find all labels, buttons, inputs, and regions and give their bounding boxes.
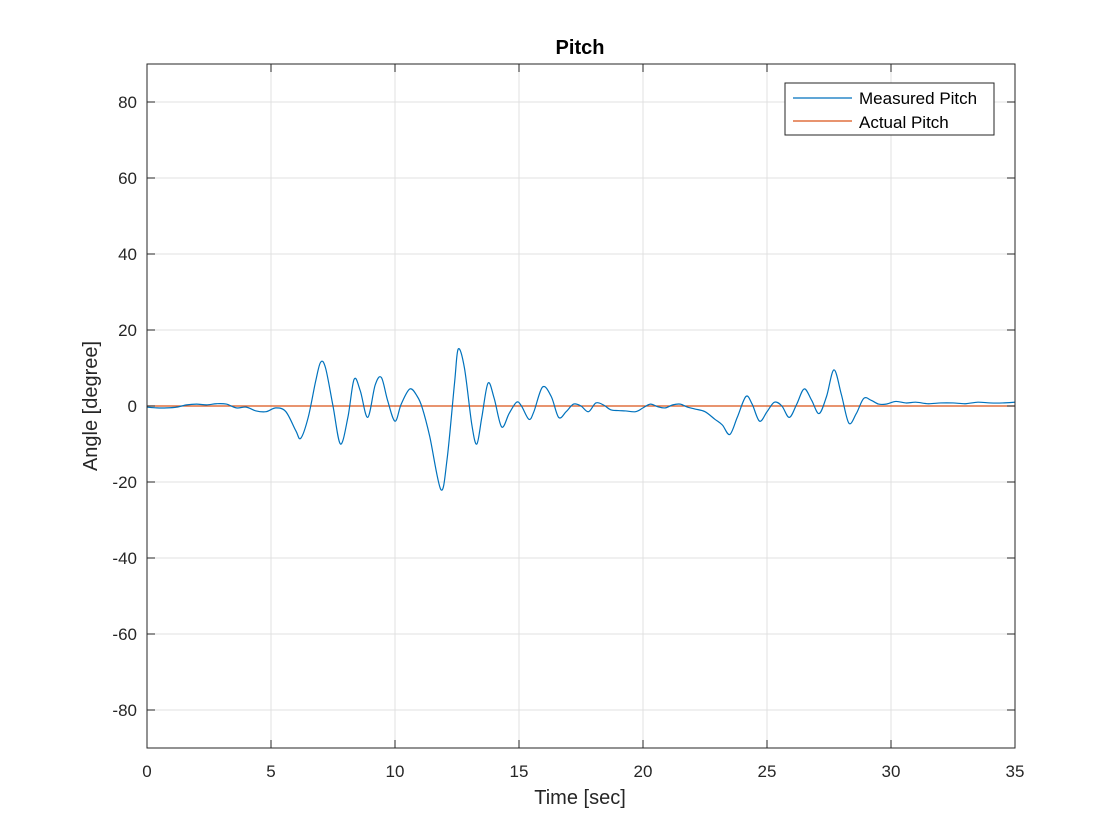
x-tick-label: 10	[386, 762, 405, 781]
x-tick-label: 0	[142, 762, 151, 781]
chart-title: Pitch	[556, 37, 605, 59]
ticks: 0 5 10 15 20 25 30 35 -80 -60 -40 -20 0 20 40 60 80	[112, 64, 1024, 781]
x-tick-label: 25	[758, 762, 777, 781]
legend-label-actual: Actual Pitch	[859, 113, 949, 132]
y-tick-label: 60	[118, 169, 137, 188]
y-tick-label: -80	[112, 701, 137, 720]
y-tick-label: -60	[112, 625, 137, 644]
x-tick-label: 15	[510, 762, 529, 781]
y-tick-label: -20	[112, 473, 137, 492]
y-tick-label: 0	[128, 397, 137, 416]
x-tick-label: 35	[1006, 762, 1025, 781]
plot-area: 0 5 10 15 20 25 30 35 -80 -60 -40 -20 0 20 40 60 80	[112, 63, 1024, 781]
y-tick-label: 20	[118, 321, 137, 340]
y-axis-label: Angle [degree]	[80, 341, 102, 471]
legend-box	[784, 82, 995, 136]
legend: Measured Pitch Actual Pitch	[784, 82, 995, 136]
legend-label-measured: Measured Pitch	[859, 89, 977, 108]
series-layer	[146, 347, 1016, 491]
y-tick-label: 40	[118, 245, 137, 264]
y-tick-label: 80	[118, 93, 137, 112]
y-tick-label: -40	[112, 549, 137, 568]
x-tick-label: 5	[266, 762, 275, 781]
x-axis-label: Time [sec]	[534, 787, 626, 809]
x-tick-label: 20	[634, 762, 653, 781]
x-tick-label: 30	[882, 762, 901, 781]
series-line-measured-pitch	[146, 347, 1016, 491]
